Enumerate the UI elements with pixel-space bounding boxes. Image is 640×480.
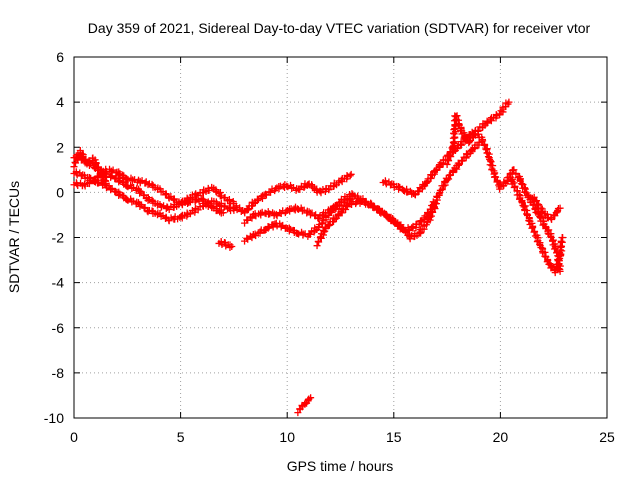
y-tick-label: 6: [56, 49, 64, 65]
x-axis-label: GPS time / hours: [287, 458, 394, 474]
axis-ticks: 0 5 10 15 20 25 -10 -8 -6 -4 -2 0 2 4 6: [44, 49, 615, 445]
point-markers: [215, 238, 236, 251]
series-arc-11: [379, 98, 513, 199]
point-markers: [507, 175, 567, 277]
series-arc-14: [528, 193, 564, 223]
series-arc-5: [215, 238, 236, 251]
y-tick-label: 0: [56, 184, 64, 200]
x-tick-label: 5: [177, 429, 185, 445]
series-arc-12: [443, 112, 564, 275]
point-markers: [528, 193, 564, 223]
series-arc-4: [70, 146, 110, 187]
plot-frame: [73, 56, 608, 419]
point-markers: [443, 112, 564, 275]
point-markers: [379, 98, 513, 199]
chart-title: Day 359 of 2021, Sidereal Day-to-day VTE…: [88, 20, 591, 36]
x-tick-label: 25: [599, 429, 615, 445]
y-tick-label: -6: [52, 320, 65, 336]
x-tick-label: 0: [70, 429, 78, 445]
series-arc-10: [294, 394, 315, 417]
series-arc-9: [313, 197, 440, 250]
y-tick-label: -10: [44, 410, 64, 426]
y-tick-label: -4: [52, 275, 65, 291]
point-markers: [70, 146, 110, 187]
series-arc-6: [230, 170, 355, 217]
x-tick-label: 15: [386, 429, 402, 445]
y-axis-label: SDTVAR / TECUs: [6, 181, 22, 293]
y-tick-label: 4: [56, 94, 64, 110]
point-markers: [230, 170, 355, 217]
series-arc-13: [507, 175, 567, 277]
series-arc-3: [70, 165, 227, 217]
x-tick-label: 10: [279, 429, 295, 445]
data-points: [70, 98, 567, 417]
x-tick-label: 20: [493, 429, 509, 445]
point-markers: [70, 165, 227, 217]
y-tick-label: -2: [52, 230, 65, 246]
point-markers: [294, 394, 315, 417]
grid: [74, 57, 607, 418]
y-tick-label: 2: [56, 139, 64, 155]
y-tick-label: -8: [52, 365, 65, 381]
point-markers: [313, 197, 440, 250]
